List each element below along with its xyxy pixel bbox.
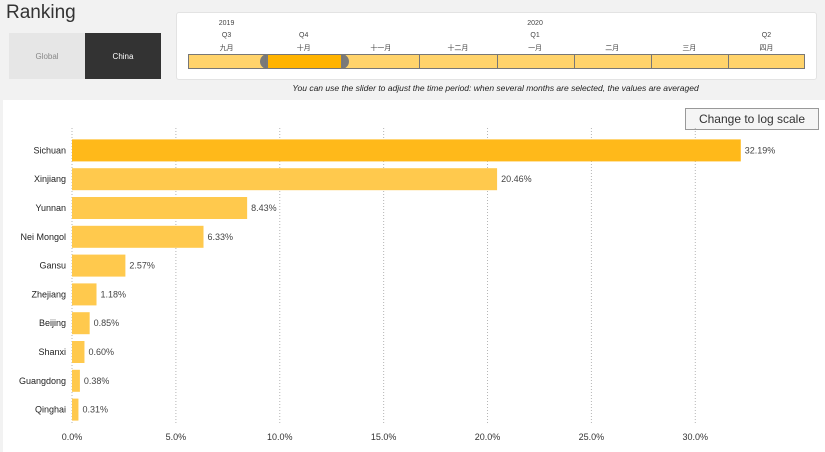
bar — [72, 254, 126, 277]
log-scale-button[interactable]: Change to log scale — [685, 108, 819, 130]
x-tick-label: 25.0% — [579, 432, 605, 442]
slider-year-label: 2019 — [218, 20, 235, 27]
value-label: 20.46% — [501, 174, 532, 184]
x-tick-label: 20.0% — [475, 432, 501, 442]
value-label: 0.85% — [94, 318, 120, 328]
category-label: Zhejiang — [31, 289, 66, 299]
bar — [72, 197, 248, 219]
category-label: Qinghai — [35, 405, 66, 415]
category-label: Shanxi — [38, 347, 66, 357]
slider-month-label: 十二月 — [447, 45, 469, 52]
china-toggle-button[interactable]: China — [85, 33, 161, 79]
slider-quarter-label: Q3 — [221, 32, 232, 39]
time-slider-right-handle[interactable] — [341, 54, 350, 69]
x-tick-label: 30.0% — [683, 432, 709, 442]
x-tick-label: 10.0% — [267, 432, 293, 442]
category-label: Beijing — [39, 318, 66, 328]
time-slider-panel: 2019 Q3 九月 Q4 十月 十一月 十二月 2020 Q1 一月 二月 三月 Q2 四月 — [176, 12, 817, 80]
x-tick-label: 15.0% — [371, 432, 397, 442]
slider-month-label: 四月 — [759, 45, 774, 52]
slider-month-divider — [419, 55, 421, 68]
bar — [72, 398, 79, 421]
slider-month-divider — [650, 55, 652, 68]
value-label: 32.19% — [745, 145, 776, 155]
slider-month-label: 十月 — [296, 45, 311, 52]
bar — [72, 312, 90, 335]
slider-month-label: 二月 — [605, 45, 620, 52]
value-label: 2.57% — [129, 261, 155, 271]
time-slider-left-handle[interactable] — [260, 54, 269, 69]
slider-month-label: 九月 — [219, 45, 234, 52]
bar — [72, 139, 741, 162]
value-label: 6.33% — [208, 232, 234, 242]
x-tick-label: 5.0% — [166, 432, 187, 442]
slider-quarter-label: Q4 — [299, 32, 309, 39]
bar — [72, 168, 498, 191]
slider-month-divider — [342, 55, 344, 68]
bar — [72, 369, 80, 392]
ranking-bar-chart: 0.0% 5.0% 10.0% 15.0% 20.0% 25.0% 30.0% Sichuan… — [19, 128, 776, 442]
time-slider-selection[interactable] — [266, 54, 344, 69]
value-label: 0.60% — [88, 347, 114, 357]
slider-month-label: 三月 — [682, 45, 697, 52]
bar — [72, 341, 85, 363]
page-title: Ranking — [6, 2, 76, 23]
value-label: 8.43% — [251, 203, 277, 213]
slider-hint-text: You can use the slider to adjust the tim… — [292, 83, 699, 93]
slider-quarter-label: Q1 — [530, 32, 540, 39]
slider-month-divider — [265, 55, 267, 68]
category-label: Yunnan — [35, 203, 66, 213]
category-label: Guangdong — [19, 376, 66, 386]
ranking-chart-panel: Change to log scale 0.0% 5.0% 10.0% 15.0% 20… — [3, 100, 825, 452]
x-tick-label: 0.0% — [62, 432, 83, 442]
category-label: Gansu — [39, 261, 66, 271]
category-label: Xinjiang — [34, 174, 66, 184]
time-slider-track[interactable] — [188, 54, 805, 69]
bar — [72, 283, 97, 306]
value-label: 1.18% — [101, 289, 127, 299]
slider-year-label: 2020 — [527, 20, 543, 27]
slider-month-label: 一月 — [528, 45, 543, 52]
slider-month-divider — [496, 55, 498, 68]
bar — [72, 225, 204, 248]
category-label: Nei Mongol — [20, 232, 66, 242]
slider-month-label: 十一月 — [370, 45, 392, 52]
slider-month-divider — [573, 55, 575, 68]
value-label: 0.38% — [84, 376, 110, 386]
global-toggle-button[interactable]: Global — [9, 33, 85, 79]
category-label: Sichuan — [33, 145, 66, 155]
slider-quarter-label: Q2 — [761, 32, 772, 39]
value-label: 0.31% — [82, 405, 108, 415]
slider-month-divider — [727, 55, 729, 68]
